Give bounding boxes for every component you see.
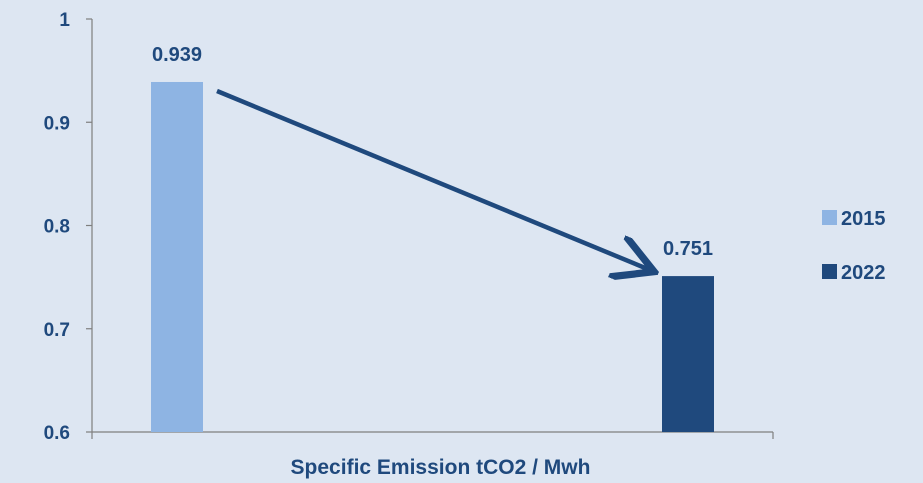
legend-label-2015: 2015 xyxy=(841,208,886,230)
data-labels: 0.939 0.751 xyxy=(152,44,713,260)
y-tick-label: 0.9 xyxy=(44,113,70,134)
data-label-2015: 0.939 xyxy=(152,44,202,66)
bars xyxy=(151,81,714,433)
y-tick-label: 1 xyxy=(59,10,70,31)
y-tick-label: 0.6 xyxy=(44,423,70,444)
axes: 0.6 0.7 0.8 0.9 1 xyxy=(44,10,774,444)
legend-swatch-2015 xyxy=(822,210,837,225)
x-axis-title: Specific Emission tCO2 / Mwh xyxy=(291,456,591,479)
decrease-arrow xyxy=(216,88,650,270)
legend-swatch-2022 xyxy=(822,264,837,279)
y-tick-label: 0.8 xyxy=(44,217,70,238)
legend-label-2022: 2022 xyxy=(841,262,886,284)
data-label-2022: 0.751 xyxy=(663,238,713,260)
y-tick-label: 0.7 xyxy=(44,320,70,341)
annotation-arrow xyxy=(216,88,650,270)
legend: 2015 2022 xyxy=(822,208,886,284)
bar-2015 xyxy=(151,81,203,433)
bar-2022 xyxy=(662,276,714,432)
